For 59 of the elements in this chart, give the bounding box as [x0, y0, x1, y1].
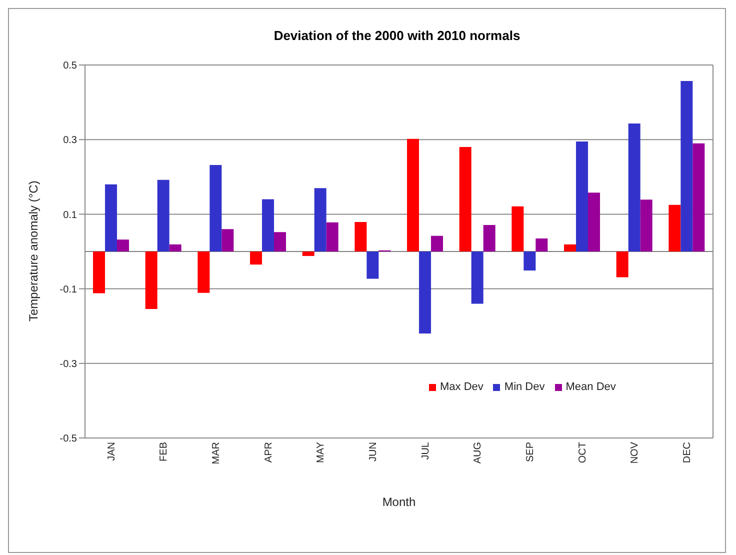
x-tick-label: JAN [106, 442, 118, 461]
legend-label: Max Dev [440, 381, 484, 393]
bar [536, 238, 548, 252]
bar [628, 124, 640, 252]
bar [680, 81, 693, 252]
y-tick-label: -0.1 [60, 284, 78, 296]
bar [588, 192, 600, 252]
x-tick-label: MAY [316, 442, 327, 463]
x-tick-label: JUL [420, 442, 432, 460]
bar [512, 206, 524, 252]
legend-label: Mean Dev [566, 381, 616, 393]
bar [366, 252, 379, 279]
bar [302, 252, 314, 256]
bar [407, 138, 419, 252]
x-tick-label: AUG [472, 442, 484, 464]
x-tick-label: DEC [682, 442, 693, 464]
x-tick-label: NOV [630, 442, 641, 464]
bar [145, 252, 158, 309]
x-tick-label: MAR [210, 442, 222, 464]
y-tick-label: 0.5 [63, 60, 78, 72]
bar [198, 252, 210, 293]
y-tick-label: 0.1 [63, 210, 78, 221]
bar [93, 252, 105, 294]
bar [169, 244, 182, 252]
bar [250, 252, 262, 265]
bar [117, 240, 129, 252]
bar [483, 225, 496, 252]
y-tick-label: -0.3 [60, 358, 78, 370]
bar [419, 252, 431, 334]
bar [210, 164, 222, 252]
legend-label: Min Dev [504, 381, 545, 393]
y-axis-title: Temperature anomaly (°C) [26, 180, 40, 322]
chart-title: Deviation of the 2000 with 2010 normals [272, 27, 522, 45]
bar [262, 199, 274, 252]
bar [459, 147, 472, 252]
x-axis-title: Month [382, 495, 416, 509]
x-tick-label: JUN [368, 442, 379, 462]
bar [668, 204, 681, 252]
bar [431, 236, 443, 252]
bar [692, 143, 705, 252]
bar [274, 232, 286, 252]
bar [222, 229, 234, 252]
bar [326, 222, 338, 252]
bar [354, 222, 367, 252]
bar [157, 180, 170, 252]
x-tick-label: SEP [524, 442, 536, 462]
x-tick-label: FEB [158, 442, 170, 462]
bar [471, 252, 484, 304]
x-tick-label: APR [263, 442, 274, 463]
bar [105, 184, 117, 252]
bar [616, 252, 628, 278]
bar [314, 188, 326, 252]
bar [524, 252, 536, 271]
y-tick-label: -0.5 [60, 434, 78, 445]
bar [640, 200, 652, 252]
y-tick-label: 0.3 [63, 135, 78, 146]
x-tick-label: OCT [577, 442, 588, 464]
bar [576, 141, 588, 252]
bar [564, 244, 576, 252]
